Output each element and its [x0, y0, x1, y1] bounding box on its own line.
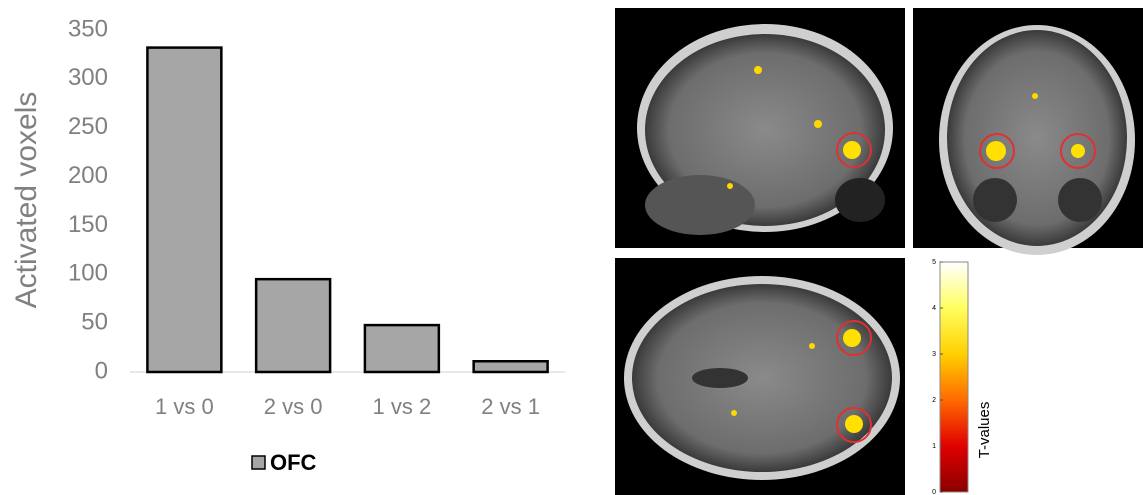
y-tick-label: 0	[95, 357, 108, 384]
colorbar-label: T-values	[976, 402, 993, 459]
colorbar-tick-label: 3	[932, 351, 936, 358]
y-tick-label: 150	[68, 211, 108, 238]
colorbar-tick-label: 2	[932, 397, 936, 404]
bar	[147, 48, 221, 372]
legend-label: OFC	[270, 450, 317, 475]
sagittal-image	[615, 8, 905, 248]
coronal-image	[913, 8, 1143, 255]
bar	[365, 325, 439, 372]
axial-image	[615, 258, 905, 495]
colorbar	[940, 262, 968, 492]
x-tick-label: 2 vs 1	[481, 394, 540, 419]
x-tick-label: 2 vs 0	[264, 394, 323, 419]
x-tick-label: 1 vs 2	[373, 394, 432, 419]
y-tick-label: 300	[68, 64, 108, 91]
y-tick-label: 50	[81, 308, 108, 335]
bar	[256, 279, 330, 372]
colorbar-tick-label: 4	[932, 305, 936, 312]
y-tick-label: 250	[68, 113, 108, 140]
y-tick-label: 350	[68, 15, 108, 42]
x-tick-label: 1 vs 0	[155, 394, 214, 419]
y-tick-label: 200	[68, 162, 108, 189]
y-axis-title: Activated voxels	[10, 92, 43, 309]
y-tick-label: 100	[68, 260, 108, 287]
legend-swatch	[252, 456, 265, 469]
colorbar-tick-label: 5	[932, 259, 936, 266]
bar	[474, 361, 548, 372]
colorbar-tick-label: 1	[932, 443, 936, 450]
figure: Activated voxels T-values 05010015020025…	[0, 0, 1143, 495]
colorbar-tick-label: 0	[932, 489, 936, 495]
